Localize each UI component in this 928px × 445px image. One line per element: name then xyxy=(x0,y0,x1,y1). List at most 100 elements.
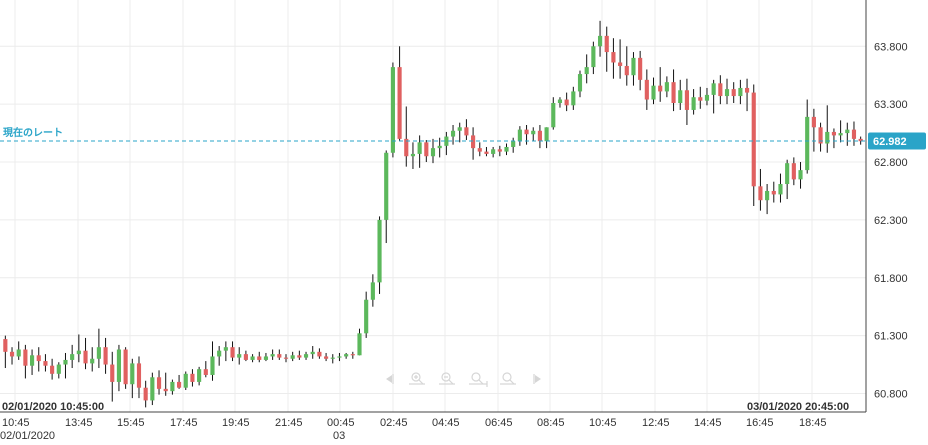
candle-down xyxy=(163,388,168,392)
candle-down xyxy=(684,90,689,110)
candle-up xyxy=(691,97,696,110)
candle-down xyxy=(484,151,489,154)
candle-up xyxy=(845,129,850,134)
chart-nav-controls xyxy=(386,372,541,387)
candle-down xyxy=(397,67,402,139)
candle-up xyxy=(377,219,382,283)
scroll-right-icon[interactable] xyxy=(533,374,541,384)
candle-down xyxy=(317,351,322,357)
range-end-label: 03/01/2020 20:45:00 xyxy=(747,401,849,413)
candle-up xyxy=(738,87,743,97)
chart-grid xyxy=(0,0,866,412)
candle-up xyxy=(390,67,395,153)
candle-down xyxy=(36,355,41,362)
candle-up xyxy=(170,381,175,392)
candle-up xyxy=(210,356,215,375)
x-tick: 08:45 xyxy=(537,417,565,429)
x-tick: 00:45 xyxy=(327,417,355,429)
candle-up xyxy=(798,170,803,180)
candle-up xyxy=(444,136,449,146)
candle-down xyxy=(618,62,623,66)
candle-down xyxy=(243,354,248,360)
candle-down xyxy=(791,163,796,180)
zoom-in-icon[interactable] xyxy=(409,372,425,385)
candle-down xyxy=(103,347,108,365)
x-tick: 19:45 xyxy=(222,417,250,429)
candle-down xyxy=(156,377,162,389)
candle-down xyxy=(404,138,409,157)
candle-down xyxy=(497,149,502,152)
candle-down xyxy=(143,387,148,401)
x-tick: 06:45 xyxy=(485,417,513,429)
x-tick: 04:45 xyxy=(432,417,460,429)
candle-down xyxy=(564,99,569,106)
candle-up xyxy=(116,349,122,382)
candle-up xyxy=(437,145,442,149)
candle-down xyxy=(297,355,302,358)
y-tick: 60.800 xyxy=(874,388,908,400)
zoom-out-icon[interactable] xyxy=(439,372,455,385)
candle-down xyxy=(537,130,542,142)
candle-up xyxy=(704,94,710,101)
candle-up xyxy=(591,46,596,68)
x-tick: 18:45 xyxy=(799,417,827,429)
candle-down xyxy=(858,138,863,142)
candle-down xyxy=(611,52,616,63)
candle-down xyxy=(424,142,429,157)
candle-down xyxy=(624,65,629,76)
candle-up xyxy=(330,357,335,359)
candle-up xyxy=(511,141,516,147)
candle-up xyxy=(551,103,556,128)
candle-up xyxy=(664,82,669,92)
candle-down xyxy=(524,129,529,135)
y-tick: 61.300 xyxy=(874,331,908,343)
candle-up xyxy=(344,354,349,357)
candle-up xyxy=(838,133,843,136)
candle-up xyxy=(577,74,583,92)
candle-down xyxy=(604,35,609,53)
candle-up xyxy=(410,153,416,157)
candle-down xyxy=(83,350,88,364)
candle-up xyxy=(223,347,228,351)
candle-up xyxy=(724,89,730,97)
candle-up xyxy=(450,130,456,137)
candle-down xyxy=(230,347,235,358)
candle-down xyxy=(277,354,282,358)
candle-up xyxy=(70,354,75,360)
candle-up xyxy=(90,358,95,364)
x-tick: 14:45 xyxy=(694,417,722,429)
x-tick: 21:45 xyxy=(275,417,303,429)
y-tick: 61.800 xyxy=(874,273,908,285)
scroll-left-icon[interactable] xyxy=(386,374,394,384)
x-tick: 12:45 xyxy=(642,417,670,429)
candle-down xyxy=(744,87,750,93)
y-tick: 62.800 xyxy=(874,157,908,169)
candle-down xyxy=(851,129,857,139)
y-axis-ticks: 63.800 63.300 62.800 62.300 61.800 61.30… xyxy=(874,41,908,400)
y-tick: 63.300 xyxy=(874,99,908,111)
candle-up xyxy=(544,127,549,142)
candle-up xyxy=(491,149,496,154)
candle-up xyxy=(778,184,783,195)
x-tick: 13:45 xyxy=(65,417,93,429)
candle-up xyxy=(303,354,309,358)
candle-up xyxy=(651,85,656,100)
zoom-range-icon[interactable] xyxy=(469,372,488,387)
candle-down xyxy=(136,363,142,388)
candle-down xyxy=(324,356,329,359)
candle-up xyxy=(197,369,202,382)
candles-layer xyxy=(3,20,863,408)
candle-up xyxy=(517,129,522,142)
zoom-reset-icon[interactable] xyxy=(500,372,516,385)
candle-down xyxy=(644,79,649,100)
candle-up xyxy=(364,299,369,334)
y-tick: 62.300 xyxy=(874,215,908,227)
candle-down xyxy=(638,57,643,80)
candle-down xyxy=(731,89,736,97)
current-rate-label: 現在のレート xyxy=(3,126,63,139)
candle-down xyxy=(350,354,355,356)
candle-up xyxy=(557,99,563,103)
candle-up xyxy=(370,282,375,300)
